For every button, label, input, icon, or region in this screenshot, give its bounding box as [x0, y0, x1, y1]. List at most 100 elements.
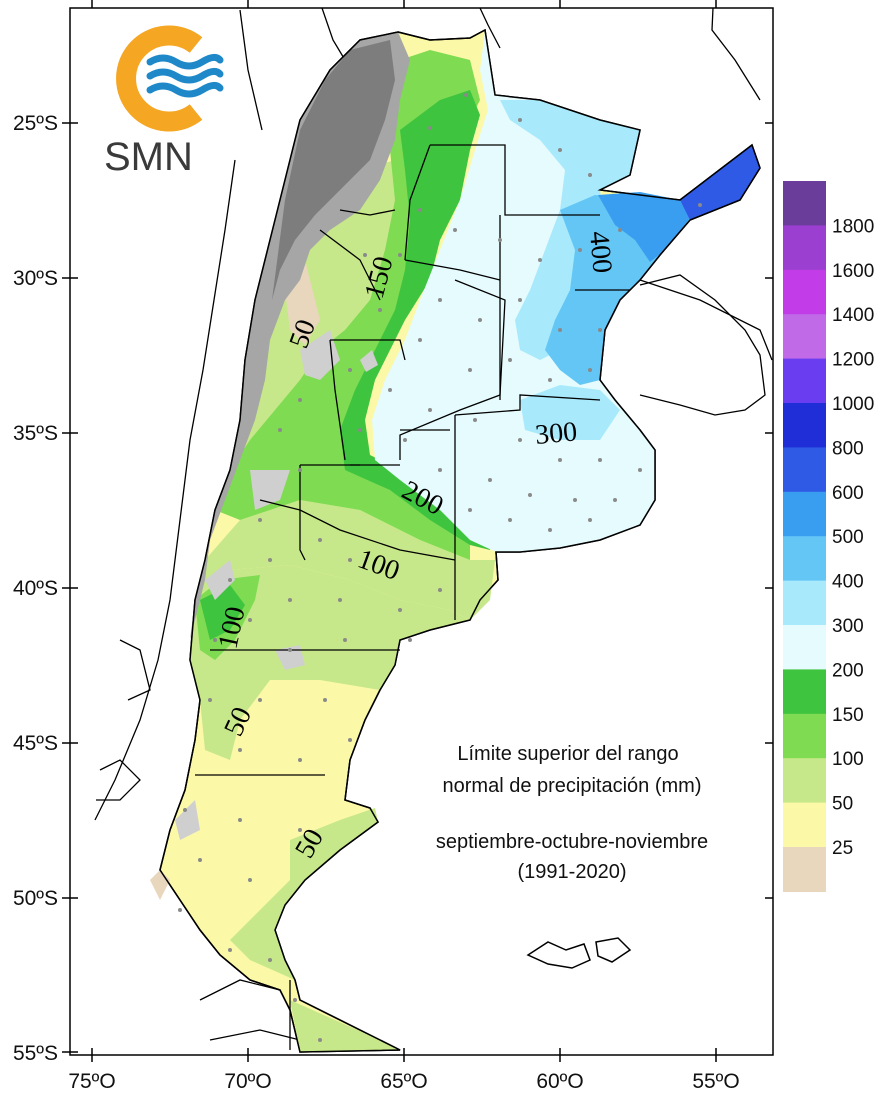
latitude-axis: 25ºS 30ºS 35ºS 40ºS 45ºS 50ºS 55ºS: [13, 112, 773, 1065]
colorbar-label: 50: [832, 794, 853, 815]
contour-label: 300: [534, 416, 579, 451]
station-dot: [298, 758, 302, 762]
colorbar-label: 1600: [832, 261, 874, 282]
station-dot: [298, 828, 302, 832]
lon-tick-label: 75ºO: [68, 1070, 115, 1093]
colorbar-swatch: [783, 580, 826, 626]
station-dot: [508, 518, 512, 522]
station-dot: [388, 388, 392, 392]
station-dot: [468, 508, 472, 512]
station-dot: [228, 948, 232, 952]
station-dot: [178, 908, 182, 912]
colorbar-swatch: [783, 403, 826, 448]
station-dot: [403, 438, 407, 442]
station-dot: [408, 638, 412, 642]
station-dot: [248, 618, 252, 622]
colorbar-label: 1200: [832, 350, 874, 371]
station-dot: [473, 418, 477, 422]
smn-logo: SMN: [104, 25, 224, 179]
station-dot: [298, 468, 302, 472]
lat-tick-label: 50ºS: [13, 887, 58, 910]
map-annotation: Límite superior del rango normal de prec…: [436, 743, 708, 883]
colorbar-swatch: [783, 625, 826, 670]
station-dot: [268, 558, 272, 562]
station-dot: [478, 318, 482, 322]
station-dot: [338, 598, 342, 602]
station-dot: [228, 578, 232, 582]
colorbar-label: 1400: [832, 305, 874, 326]
station-dot: [258, 518, 262, 522]
station-dot: [438, 588, 442, 592]
station-dot: [358, 428, 362, 432]
colorbar-swatch: [783, 269, 826, 315]
station-dot: [498, 238, 502, 242]
station-dot: [598, 328, 602, 332]
lat-tick-label: 30ºS: [13, 267, 58, 290]
station-dot: [518, 118, 522, 122]
station-dot: [288, 648, 292, 652]
station-dot: [538, 258, 542, 262]
station-dot: [453, 228, 457, 232]
station-dot: [363, 253, 367, 257]
station-dot: [468, 368, 472, 372]
station-dot: [293, 998, 297, 1002]
lat-tick-label: 35ºS: [13, 422, 58, 445]
station-dot: [323, 698, 327, 702]
station-dot: [183, 808, 187, 812]
lat-tick-label: 45ºS: [13, 732, 58, 755]
station-dot: [238, 818, 242, 822]
lon-tick-label: 65ºO: [380, 1070, 427, 1093]
colorbar-label: 400: [832, 572, 864, 593]
colorbar-swatch: [783, 358, 826, 404]
logo-ring: [116, 25, 203, 132]
station-dot: [418, 338, 422, 342]
station-dot: [548, 378, 552, 382]
station-dot: [348, 368, 352, 372]
colorbar-swatch: [783, 314, 826, 360]
station-dot: [698, 203, 702, 207]
station-dot: [398, 253, 402, 257]
station-dot: [588, 173, 592, 177]
colorbar-label: 800: [832, 438, 864, 459]
annotation-line-3: septiembre-octubre-noviembre: [436, 831, 708, 853]
annotation-line-4: (1991-2020): [518, 861, 627, 883]
station-dot: [588, 368, 592, 372]
colorbar-swatch: [783, 758, 826, 804]
province-borders: [195, 144, 630, 1050]
colorbar-swatch: [783, 847, 826, 892]
colorbar-swatch: [783, 225, 826, 271]
station-dot: [618, 228, 622, 232]
longitude-axis: 75ºO 70ºO 65ºO 60ºO 55ºO: [68, 0, 740, 1093]
station-dot: [238, 748, 242, 752]
station-dot: [518, 438, 522, 442]
colorbar-label: 500: [832, 527, 864, 548]
station-dot: [288, 598, 292, 602]
station-dot: [343, 638, 347, 642]
station-dot: [598, 458, 602, 462]
station-dot: [318, 1038, 322, 1042]
lat-tick-label: 25ºS: [13, 112, 58, 135]
station-dot: [573, 498, 577, 502]
station-dot: [298, 398, 302, 402]
station-dot: [268, 958, 272, 962]
colorbar-swatch: [783, 447, 826, 493]
station-dot: [488, 478, 492, 482]
station-dot: [418, 208, 422, 212]
colorbar-label: 100: [832, 749, 864, 770]
contour-label: 400: [583, 230, 618, 275]
lat-tick-label: 40ºS: [13, 577, 58, 600]
colorbar-swatch: [783, 181, 826, 226]
colorbar-label: 1800: [832, 216, 874, 237]
station-dot: [208, 698, 212, 702]
falkland-islands: [526, 937, 632, 969]
annotation-line-2: normal de precipitación (mm): [443, 775, 702, 797]
station-dot: [638, 468, 642, 472]
colorbar-swatch: [783, 536, 826, 582]
station-dot: [438, 298, 442, 302]
argentina-territory: [150, 28, 761, 1053]
station-dot: [213, 638, 217, 642]
colorbar-swatch: [783, 669, 826, 715]
station-dot: [464, 93, 468, 97]
station-dot: [518, 298, 522, 302]
